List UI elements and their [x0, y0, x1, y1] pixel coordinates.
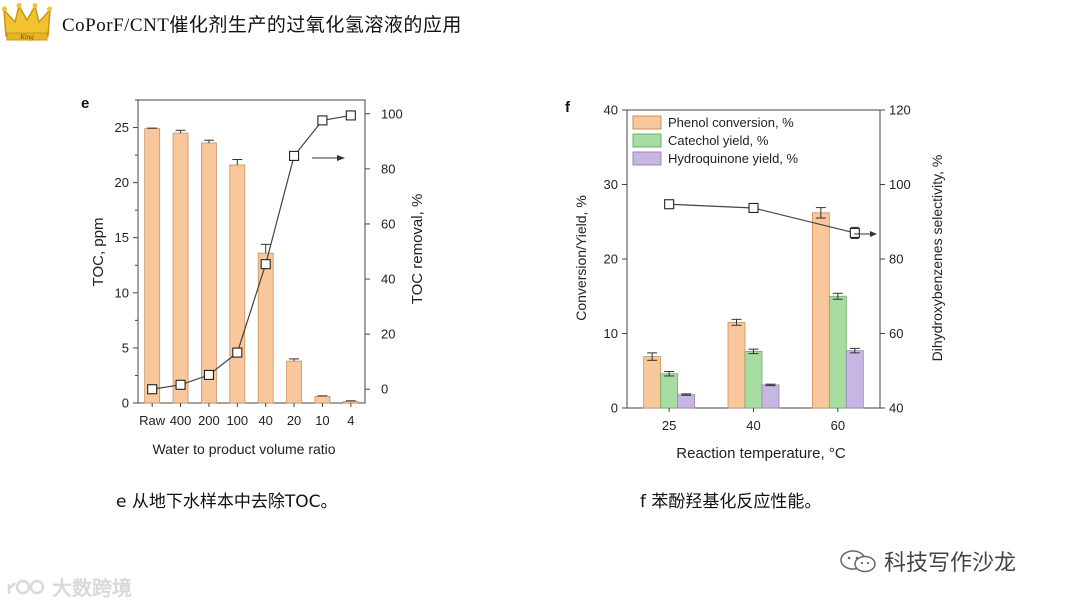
bar-f-series0-25	[643, 356, 662, 409]
caption-right: f 苯酚羟基化反应性能。	[640, 492, 822, 512]
bar-f-series2-25	[677, 394, 696, 409]
legend-swatch-f-2	[632, 151, 662, 166]
bar-f-series2-60	[845, 350, 864, 409]
x-axis-label-e: Water to product volume ratio	[152, 441, 335, 457]
point-toc-removal	[232, 347, 243, 358]
watermark-left: 大数跨境	[6, 572, 132, 601]
point-selectivity	[664, 199, 675, 210]
ytick-right-label-f: 40	[889, 401, 903, 416]
ytick-label-f: 40	[604, 103, 618, 118]
legend-swatch-f-1	[632, 133, 662, 148]
y-axis-right-label-e: TOC removal, %	[409, 194, 426, 305]
ytick-right-label-f: 100	[889, 177, 911, 192]
watermark-right: 科技写作沙龙	[838, 545, 1016, 577]
x-axis-label-f: Reaction temperature, °C	[676, 445, 846, 462]
logo-text: King	[19, 33, 34, 41]
watermark-right-text: 科技写作沙龙	[884, 551, 1017, 576]
caption-left: e 从地下水样本中去除TOC。	[116, 492, 338, 512]
brand-icon	[7, 579, 45, 594]
xtick-label-e: 20	[287, 413, 301, 428]
ytick-right-label-e: 20	[381, 327, 395, 342]
ytick-right-label-e: 40	[381, 272, 395, 287]
ytick-right-label-e: 60	[381, 216, 395, 231]
ytick-right-label-e: 0	[381, 382, 388, 397]
legend-label-f-1: Catechol yield, %	[668, 133, 769, 148]
bar-f-series1-60	[828, 295, 847, 409]
point-toc-removal	[345, 110, 356, 121]
point-toc-removal	[203, 369, 214, 380]
y-axis-label-f: Conversion/Yield, %	[573, 195, 589, 321]
watermark-left-text: 大数跨境	[52, 576, 132, 600]
ytick-label-e: 25	[115, 120, 129, 135]
ytick-label-f: 10	[604, 326, 618, 341]
ytick-right-label-f: 80	[889, 252, 903, 267]
point-toc-removal	[147, 384, 158, 395]
bar-f-series2-40	[761, 384, 780, 409]
point-toc-removal	[175, 379, 186, 390]
xtick-label-e: 40	[258, 413, 272, 428]
ytick-label-e: 0	[122, 396, 129, 411]
ytick-label-f: 0	[611, 401, 618, 416]
bar-f-series1-25	[660, 373, 679, 409]
xtick-label-e: 400	[170, 413, 192, 428]
xtick-label-f: 25	[662, 418, 676, 433]
xtick-label-e: 100	[226, 413, 248, 428]
ytick-label-f: 20	[604, 252, 618, 267]
point-selectivity	[748, 202, 759, 214]
xtick-label-e: 4	[347, 413, 354, 428]
point-toc-removal	[260, 259, 271, 270]
ytick-label-e: 10	[115, 285, 129, 300]
legend-label-f-0: Phenol conversion, %	[668, 115, 794, 130]
xtick-label-e: 10	[315, 413, 329, 428]
point-toc-removal	[289, 150, 300, 161]
legend-f: Phenol conversion, % Catechol yield, % Hyd…	[632, 115, 799, 166]
ytick-label-e: 5	[122, 340, 129, 355]
plot-frame-e	[137, 99, 366, 404]
crown-logo: King	[2, 3, 52, 41]
ytick-label-f: 30	[604, 177, 618, 192]
legend-swatch-f-0	[632, 115, 662, 130]
arrow-right-f	[854, 231, 877, 237]
panel-label-f: f	[565, 99, 571, 116]
bar-f-series0-60	[811, 212, 830, 409]
xtick-label-e: 200	[198, 413, 220, 428]
slide-title: CoPorF/CNT催化剂生产的过氧化氢溶液的应用	[62, 15, 462, 36]
arrow-right-e	[312, 155, 345, 161]
xtick-label-f: 40	[746, 418, 760, 433]
y-axis-right-label-f: Dihydroxybenzenes selectivity, %	[929, 155, 945, 362]
legend-label-f-2: Hydroquinone yield, %	[668, 151, 799, 166]
wechat-icon	[840, 550, 876, 573]
panel-label-e: e	[81, 95, 89, 112]
xtick-label-e: Raw	[139, 413, 166, 428]
bar-f-series0-40	[727, 321, 746, 409]
ytick-right-label-e: 80	[381, 161, 395, 176]
y-axis-label-e: TOC, ppm	[90, 218, 107, 287]
ytick-label-e: 20	[115, 175, 129, 190]
bar-f-series1-40	[744, 350, 763, 409]
point-selectivity	[849, 227, 860, 238]
ytick-right-label-f: 120	[889, 103, 911, 118]
ytick-right-label-e: 100	[381, 106, 403, 121]
xtick-label-f: 60	[831, 418, 845, 433]
ytick-label-e: 15	[115, 230, 129, 245]
point-toc-removal	[317, 115, 328, 126]
ytick-right-label-f: 60	[889, 326, 903, 341]
